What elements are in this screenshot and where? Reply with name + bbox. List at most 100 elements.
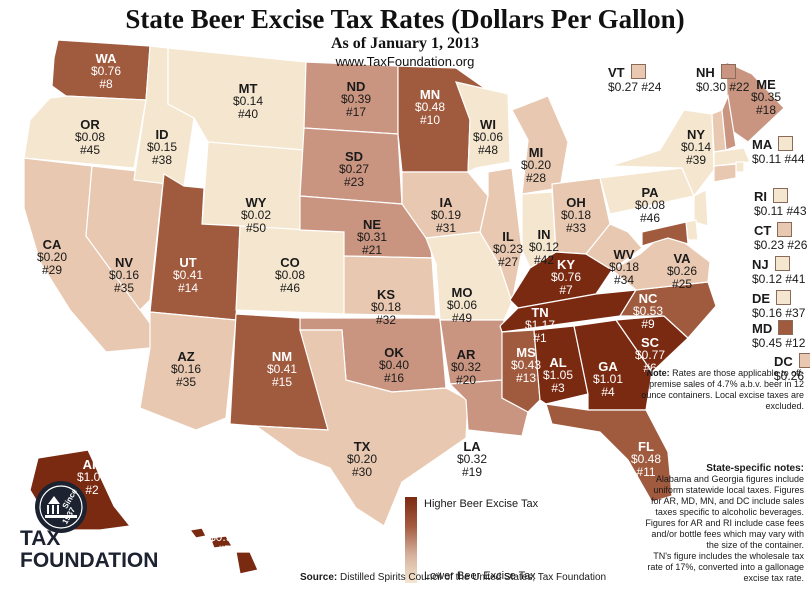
state-label-mi: MI $0.20 #28 <box>521 146 551 185</box>
ne-value-row: $0.11 #43 <box>754 204 807 218</box>
legend-gradient <box>405 497 417 583</box>
specific-heading: State-specific notes: <box>706 463 804 474</box>
ne-rate: $0.30 <box>696 80 727 94</box>
state-label-nc: NC $0.53 #9 <box>633 292 663 331</box>
source-label: Source: <box>300 572 338 583</box>
state-rate: $0.16 <box>170 362 202 376</box>
state-abbr: ID <box>155 127 169 142</box>
state-wi <box>455 81 511 173</box>
tax-foundation-badge-icon: Since 1937 <box>35 481 87 533</box>
state-label-id: ID $0.15 #38 <box>147 128 177 167</box>
state-rank: #39 <box>685 153 707 167</box>
state-rank: #16 <box>383 371 405 385</box>
state-abbr: TX <box>353 439 371 454</box>
state-rate: $0.48 <box>414 100 446 114</box>
state-rate: $0.15 <box>146 140 178 154</box>
ne-value-row: $0.16 #37 <box>752 306 805 320</box>
state-rank: #7 <box>559 283 573 297</box>
state-rate: $0.20 <box>520 158 552 172</box>
state-rate: $0.93 <box>208 530 240 544</box>
state-abbr: TN <box>531 305 549 320</box>
ne-label-de: DE $0.16 #37 <box>752 290 805 320</box>
state-rate: $0.12 <box>528 240 560 254</box>
state-label-tn: TN $1.17 #1 <box>525 306 555 345</box>
state-rank: #35 <box>113 281 135 295</box>
state-label-ny: NY $0.14 #39 <box>681 128 711 167</box>
ne-abbr: MD <box>752 321 773 336</box>
state-rank: #31 <box>435 221 457 235</box>
ne-abbr: DC <box>774 354 793 369</box>
state-rate: $0.26 <box>666 264 698 278</box>
state-abbr: NM <box>271 349 293 364</box>
ne-abbr: NJ <box>752 257 769 272</box>
ne-value-row: $0.26 <box>774 369 810 383</box>
ne-label-ma: MA $0.11 #44 <box>752 136 805 166</box>
state-label-sd: SD $0.27 #23 <box>339 150 369 189</box>
state-label-wv: WV $0.18 #34 <box>609 248 639 287</box>
state-abbr: AL <box>549 355 567 370</box>
state-nh <box>721 93 737 151</box>
state-md <box>641 221 689 247</box>
state-abbr: AZ <box>177 349 195 364</box>
state-rank: #25 <box>671 277 693 291</box>
logo-line-2: FOUNDATION <box>20 549 159 572</box>
state-label-hi: HI $0.93 #5 <box>209 518 239 557</box>
ne-rate: $0.26 <box>774 369 805 383</box>
state-rank: #9 <box>641 317 655 331</box>
state-abbr: CA <box>42 237 62 252</box>
state-label-ok: OK $0.40 #16 <box>379 346 409 385</box>
state-abbr: IA <box>439 195 453 210</box>
ne-abbr: MA <box>752 137 773 152</box>
ne-rank: #44 <box>781 152 805 166</box>
state-tx <box>253 329 469 527</box>
state-wv <box>585 223 643 271</box>
state-abbr: WA <box>95 51 117 66</box>
state-abbr: NC <box>638 291 658 306</box>
ne-rate: $0.27 <box>608 80 639 94</box>
logo: TAX FOUNDATION <box>20 528 158 572</box>
state-abbr: PA <box>641 185 659 200</box>
state-ks <box>343 255 437 317</box>
ne-swatch <box>798 353 810 368</box>
state-abbr: FL <box>638 439 654 454</box>
state-abbr: IN <box>537 227 551 242</box>
state-abbr: MT <box>238 81 258 96</box>
state-rate: $0.02 <box>240 208 272 222</box>
state-rate: $0.06 <box>446 298 478 312</box>
state-abbr: KY <box>556 257 576 272</box>
legend-low: Lower Beer Excise Tax <box>424 570 536 582</box>
ne-swatch <box>774 256 790 271</box>
state-rank: #49 <box>451 311 473 325</box>
ne-rank: #22 <box>726 80 750 94</box>
state-abbr: SD <box>344 149 364 164</box>
state-rate: $0.14 <box>232 94 264 108</box>
ne-label-row: MA <box>752 136 805 152</box>
state-rate: $0.06 <box>472 130 504 144</box>
state-label-co: CO $0.08 #46 <box>275 256 305 295</box>
ne-label-ct: CT $0.23 #26 <box>754 222 807 252</box>
state-rank: #4 <box>601 385 615 399</box>
state-specific-notes: State-specific notes: Alabama and Georgi… <box>641 463 804 584</box>
source-text: Distilled Spirits Council of the United … <box>337 572 607 583</box>
state-label-ky: KY $0.76 #7 <box>551 258 581 297</box>
ne-abbr: DE <box>752 291 771 306</box>
specific-text-1: Alabama and Georgia figures include unif… <box>645 474 804 550</box>
state-label-il: IL $0.23 #27 <box>493 230 523 269</box>
state-abbr: MI <box>528 145 544 160</box>
state-label-ga: GA $1.01 #4 <box>593 360 623 399</box>
state-abbr: VA <box>673 251 691 266</box>
state-rank: #27 <box>497 255 519 269</box>
state-rank: #14 <box>177 281 199 295</box>
state-rate: $1.01 <box>592 372 624 386</box>
state-label-al: AL $1.05 #3 <box>543 356 573 395</box>
state-rank: #15 <box>271 375 293 389</box>
state-rate: $0.43 <box>510 358 542 372</box>
ne-swatch <box>778 320 794 335</box>
ne-abbr: VT <box>608 65 625 80</box>
ne-rate: $0.11 <box>752 152 782 166</box>
state-abbr: MS <box>516 345 536 360</box>
ne-rank: #26 <box>784 238 808 252</box>
state-label-wi: WI $0.06 #48 <box>473 118 503 157</box>
state-label-mn: MN $0.48 #10 <box>415 88 445 127</box>
state-rate: $0.32 <box>456 452 488 466</box>
